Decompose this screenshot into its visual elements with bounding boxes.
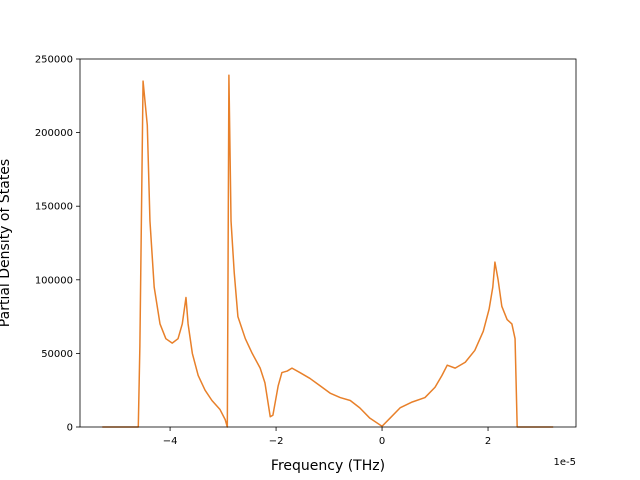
x-tick-label: −4 bbox=[163, 436, 178, 447]
y-tick-label: 50000 bbox=[41, 349, 73, 360]
y-tick-label: 250000 bbox=[35, 55, 73, 66]
y-tick-label: 150000 bbox=[35, 202, 73, 213]
y-axis-label: Partial Density of States bbox=[0, 159, 13, 327]
plot-frame bbox=[79, 58, 577, 428]
data-line bbox=[102, 74, 554, 428]
y-tick-label: 0 bbox=[67, 423, 73, 434]
y-tick-label: 100000 bbox=[35, 275, 73, 286]
x-offset-label: 1e-5 bbox=[554, 457, 577, 468]
x-axis-label: Frequency (THz) bbox=[271, 458, 385, 474]
x-tick-label: 2 bbox=[485, 436, 491, 447]
x-tick-label: 0 bbox=[379, 436, 385, 447]
x-tick-label: −2 bbox=[269, 436, 284, 447]
y-tick-label: 200000 bbox=[35, 128, 73, 139]
